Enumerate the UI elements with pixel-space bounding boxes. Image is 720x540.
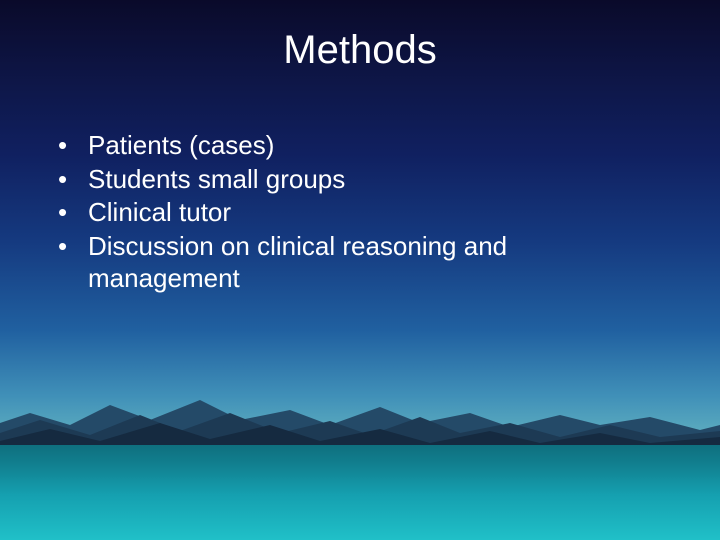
bullet-item: Clinical tutor bbox=[58, 197, 660, 229]
bullet-item: Patients (cases) bbox=[58, 130, 660, 162]
bullet-item: Students small groups bbox=[58, 164, 660, 196]
mountains-silhouette bbox=[0, 365, 720, 445]
slide-title: Methods bbox=[0, 28, 720, 73]
slide-body: Patients (cases) Students small groups C… bbox=[58, 130, 660, 297]
slide: Methods Patients (cases) Students small … bbox=[0, 0, 720, 540]
bullet-item: Discussion on clinical reasoning and man… bbox=[58, 231, 660, 294]
bullet-list: Patients (cases) Students small groups C… bbox=[58, 130, 660, 295]
sea-background bbox=[0, 440, 720, 540]
